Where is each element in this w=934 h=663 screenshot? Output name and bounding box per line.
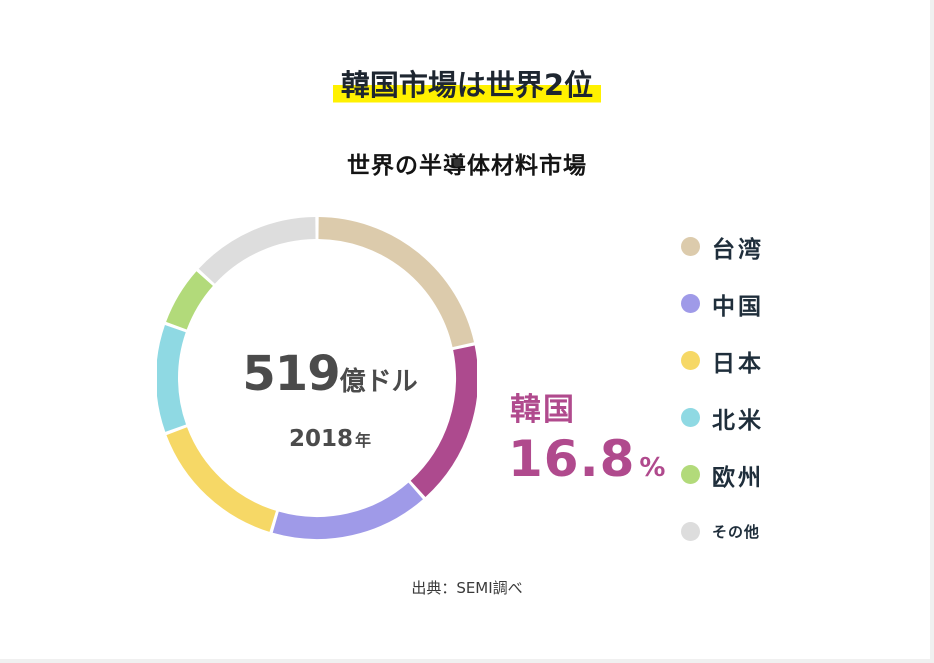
donut-chart	[157, 217, 477, 539]
legend-item: 北米	[681, 389, 764, 446]
highlight-value: 16.8%	[508, 430, 665, 488]
headline: 韓国市場は世界2位	[0, 62, 934, 106]
center-total-value: 519	[242, 346, 340, 402]
legend-label: 北米	[712, 407, 764, 434]
center-year-unit: 年	[355, 431, 372, 450]
donut-slice	[318, 217, 474, 348]
legend-swatch	[681, 465, 700, 484]
donut-slice	[410, 345, 477, 497]
legend-swatch	[681, 408, 700, 427]
center-total: 519億ドル	[210, 346, 450, 402]
source-note: 出典：SEMI調べ	[411, 579, 523, 597]
donut-slice	[198, 217, 316, 284]
legend-swatch	[681, 522, 700, 541]
legend-swatch	[681, 351, 700, 370]
legend-label: その他	[712, 523, 761, 541]
legend-item: 台湾	[681, 218, 764, 275]
legend-item: その他	[681, 503, 764, 560]
legend-label: 中国	[712, 293, 764, 320]
headline-text: 韓国市場は世界2位	[332, 62, 602, 106]
legend: 台湾 中国 日本 北米 欧州 その他	[681, 218, 764, 560]
legend-label: 欧州	[712, 464, 764, 491]
highlight-value-unit: %	[639, 453, 666, 483]
legend-label: 台湾	[712, 236, 764, 263]
legend-label: 日本	[712, 350, 764, 377]
donut-slice	[166, 271, 214, 330]
legend-swatch	[681, 294, 700, 313]
legend-item: 日本	[681, 332, 764, 389]
highlight-value-number: 16.8	[508, 430, 636, 488]
center-year: 2018 年	[210, 426, 450, 452]
legend-swatch	[681, 237, 700, 256]
legend-item: 欧州	[681, 446, 764, 503]
center-total-unit: 億ドル	[339, 367, 418, 397]
center-year-value: 2018	[288, 426, 353, 452]
donut-slice	[157, 325, 187, 432]
chart-title: 世界の半導体材料市場	[347, 153, 587, 179]
legend-item: 中国	[681, 275, 764, 332]
donut-slice	[166, 427, 277, 532]
donut-slice	[272, 482, 423, 539]
highlight-label: 韓国	[510, 392, 576, 428]
